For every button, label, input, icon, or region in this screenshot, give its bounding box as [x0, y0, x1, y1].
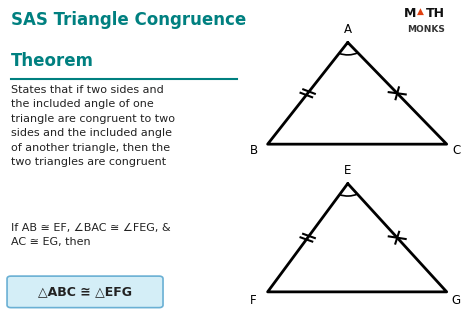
Text: A: A: [344, 23, 352, 36]
Text: ▲: ▲: [417, 7, 424, 16]
Text: E: E: [344, 164, 351, 177]
Text: SAS Triangle Congruence: SAS Triangle Congruence: [11, 11, 246, 29]
Text: M: M: [404, 7, 417, 20]
Text: F: F: [250, 294, 257, 307]
FancyBboxPatch shape: [7, 276, 163, 307]
Text: MONKS: MONKS: [407, 25, 445, 34]
Text: Theorem: Theorem: [11, 52, 94, 70]
Text: TH: TH: [426, 7, 445, 20]
Text: States that if two sides and
the included angle of one
triangle are congruent to: States that if two sides and the include…: [11, 85, 175, 167]
Text: G: G: [452, 294, 461, 307]
Text: If AB ≅ EF, ∠BAC ≅ ∠FEG, &
AC ≅ EG, then: If AB ≅ EF, ∠BAC ≅ ∠FEG, & AC ≅ EG, then: [11, 223, 171, 247]
Text: C: C: [452, 144, 460, 157]
Text: △ABC ≅ △EFG: △ABC ≅ △EFG: [38, 285, 132, 298]
Text: B: B: [249, 144, 257, 157]
